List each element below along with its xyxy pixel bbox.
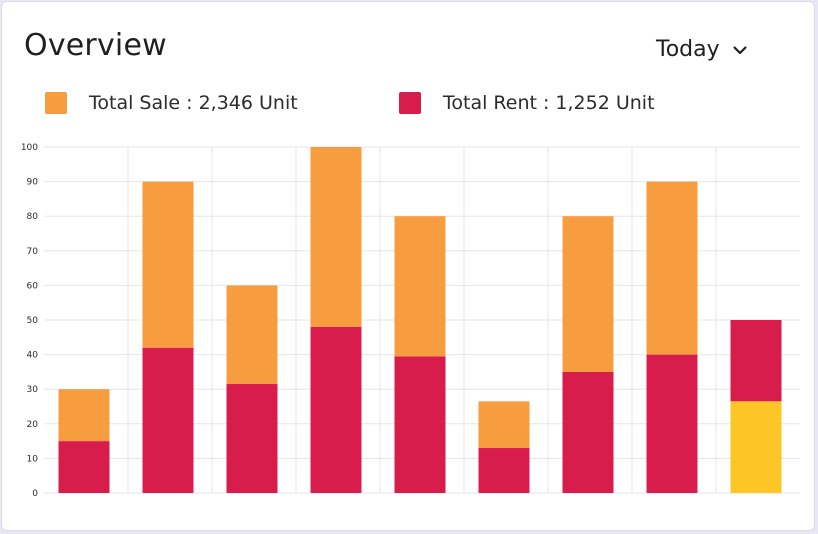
y-tick-label: 50 xyxy=(27,316,39,326)
bar-rent xyxy=(142,347,194,493)
legend-label-rent: Total Rent : 1,252 Unit xyxy=(443,92,655,114)
y-tick-label: 90 xyxy=(27,178,39,188)
bar-sale xyxy=(310,147,362,327)
bar-sale xyxy=(58,389,110,442)
legend-item-sale: Total Sale : 2,346 Unit xyxy=(45,92,298,114)
bar-rent xyxy=(58,441,110,493)
bar-rent xyxy=(646,354,698,493)
bar-sale xyxy=(646,181,698,355)
bar-rent xyxy=(562,371,614,493)
legend-swatch-sale xyxy=(45,92,67,114)
legend-item-rent: Total Rent : 1,252 Unit xyxy=(399,92,655,114)
y-tick-label: 10 xyxy=(27,454,39,464)
bar-rent xyxy=(394,356,446,493)
bar-sale xyxy=(226,285,278,385)
bar-rent xyxy=(478,448,530,493)
y-tick-label: 20 xyxy=(27,420,39,430)
y-tick-label: 30 xyxy=(27,385,39,395)
y-tick-label: 0 xyxy=(32,489,38,499)
bar-rent xyxy=(730,320,782,402)
chevron-down-icon xyxy=(733,45,747,54)
bar-sale xyxy=(478,401,530,449)
bar-rent xyxy=(310,326,362,493)
bar-sale xyxy=(394,216,446,357)
y-tick-label: 60 xyxy=(27,281,39,291)
bar-sale xyxy=(142,181,194,348)
y-tick-label: 80 xyxy=(27,212,39,222)
date-range-label: Today xyxy=(656,37,720,62)
bar-sale xyxy=(562,216,614,372)
legend-swatch-rent xyxy=(399,92,421,114)
y-tick-label: 100 xyxy=(21,143,38,153)
date-range-dropdown[interactable]: Today xyxy=(656,37,748,62)
bar-rent xyxy=(226,384,278,493)
bar-highlight xyxy=(730,401,782,493)
y-tick-label: 40 xyxy=(27,351,39,361)
page-title: Overview xyxy=(24,28,167,63)
legend-label-sale: Total Sale : 2,346 Unit xyxy=(89,92,298,114)
y-tick-label: 70 xyxy=(27,247,39,257)
